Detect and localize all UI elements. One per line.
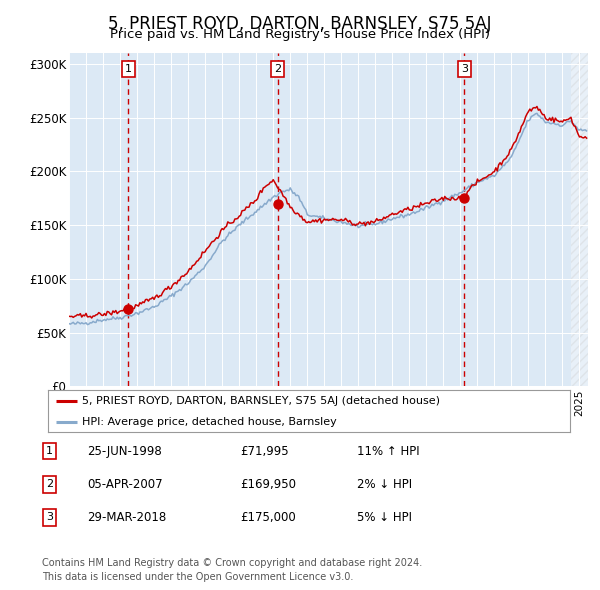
Text: 3: 3	[461, 64, 468, 74]
Text: 3: 3	[46, 513, 53, 522]
Text: 11% ↑ HPI: 11% ↑ HPI	[357, 445, 419, 458]
Text: 5% ↓ HPI: 5% ↓ HPI	[357, 511, 412, 524]
Text: 5, PRIEST ROYD, DARTON, BARNSLEY, S75 5AJ (detached house): 5, PRIEST ROYD, DARTON, BARNSLEY, S75 5A…	[82, 396, 440, 406]
Text: £71,995: £71,995	[240, 445, 289, 458]
Text: 2: 2	[46, 480, 53, 489]
Text: £175,000: £175,000	[240, 511, 296, 524]
Text: £169,950: £169,950	[240, 478, 296, 491]
Text: 2: 2	[274, 64, 281, 74]
Text: Contains HM Land Registry data © Crown copyright and database right 2024.
This d: Contains HM Land Registry data © Crown c…	[42, 558, 422, 582]
Text: 2% ↓ HPI: 2% ↓ HPI	[357, 478, 412, 491]
Text: 5, PRIEST ROYD, DARTON, BARNSLEY, S75 5AJ: 5, PRIEST ROYD, DARTON, BARNSLEY, S75 5A…	[108, 15, 492, 34]
Text: Price paid vs. HM Land Registry's House Price Index (HPI): Price paid vs. HM Land Registry's House …	[110, 28, 490, 41]
Text: 05-APR-2007: 05-APR-2007	[87, 478, 163, 491]
Text: 29-MAR-2018: 29-MAR-2018	[87, 511, 166, 524]
Text: 1: 1	[125, 64, 132, 74]
Text: 1: 1	[46, 447, 53, 456]
Text: HPI: Average price, detached house, Barnsley: HPI: Average price, detached house, Barn…	[82, 417, 337, 427]
Text: 25-JUN-1998: 25-JUN-1998	[87, 445, 162, 458]
